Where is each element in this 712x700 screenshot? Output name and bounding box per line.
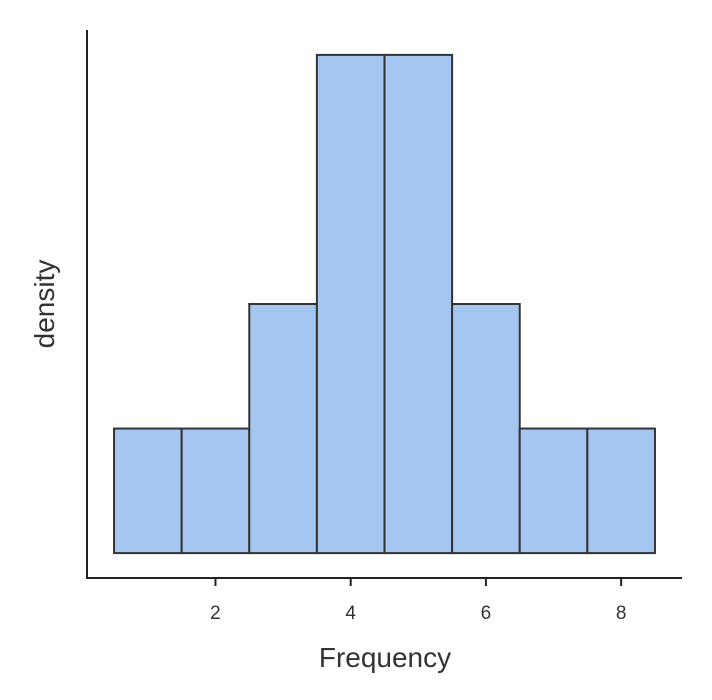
histogram-bar (113, 427, 183, 555)
bars-group (113, 53, 656, 555)
histogram-bar (180, 427, 251, 555)
histogram-bar (248, 303, 318, 555)
y-axis-title: density (29, 260, 60, 349)
x-ticks-group: 2 4 6 8 (210, 578, 626, 624)
histogram-bar (451, 303, 521, 555)
histogram-bar (518, 427, 589, 555)
histogram-bar (383, 53, 454, 555)
x-tick-label: 6 (481, 603, 492, 624)
x-tick-label: 4 (345, 603, 356, 624)
x-tick-label: 8 (616, 603, 627, 624)
x-tick-label: 2 (210, 603, 221, 624)
histogram-bar (586, 427, 656, 555)
x-axis-title: Frequency (319, 642, 451, 673)
histogram-bar (315, 53, 386, 555)
